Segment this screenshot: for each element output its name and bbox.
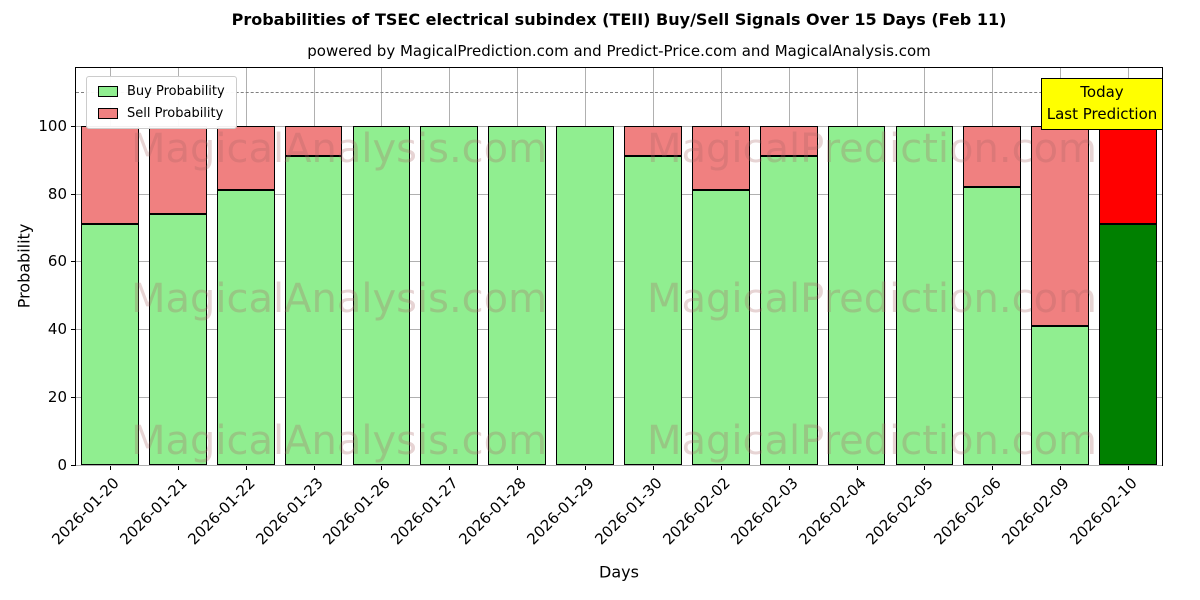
bar-buy-segment (488, 125, 547, 465)
horizontal-gridline (76, 329, 1162, 331)
y-tick-label: 60 (47, 252, 67, 271)
chart-subtitle: powered by MagicalPrediction.com and Pre… (307, 42, 931, 60)
bar-sell-segment (691, 125, 750, 191)
bar-buy-segment (691, 190, 750, 465)
threshold-dashed-line (76, 91, 1162, 93)
x-tick-mark (177, 466, 179, 470)
today-annotation-line2: Last Prediction (1046, 104, 1158, 123)
today-annotation-line1: Today (1080, 83, 1124, 101)
chart-title: Probabilities of TSEC electrical subinde… (231, 10, 1007, 29)
y-tick-mark (71, 125, 75, 127)
y-tick-mark (71, 397, 75, 399)
x-tick-mark (856, 466, 858, 470)
bar-buy-segment (352, 125, 411, 465)
horizontal-gridline (76, 261, 1162, 263)
bar-buy-segment (1031, 325, 1090, 465)
bar-sell-segment (148, 125, 207, 214)
horizontal-gridline (76, 125, 1162, 127)
x-axis-label: Days (599, 562, 639, 582)
bar-buy-segment (216, 190, 275, 465)
bar-sell-segment (216, 125, 275, 191)
today-annotation: Today Last Prediction (1041, 78, 1163, 130)
bar-sell-segment (759, 125, 818, 157)
bar-buy-segment (148, 213, 207, 465)
x-tick-mark (720, 466, 722, 470)
legend: Buy Probability Sell Probability (86, 76, 237, 129)
x-tick-mark (245, 466, 247, 470)
bar-sell-segment (1099, 125, 1157, 225)
legend-swatch (98, 86, 118, 97)
bar-buy-segment (759, 156, 818, 465)
bar-sell-segment (284, 125, 343, 157)
y-tick-mark (71, 465, 75, 466)
x-tick-mark (992, 466, 994, 470)
y-tick-mark (71, 193, 75, 195)
bar-buy-segment (1099, 224, 1157, 465)
bar-sell-segment (1031, 125, 1090, 326)
legend-swatch (98, 108, 118, 119)
x-tick-mark (381, 466, 383, 470)
bar-buy-segment (420, 125, 479, 465)
legend-item: Buy Probability (98, 84, 225, 99)
bar-buy-segment (895, 125, 954, 465)
bar-buy-segment (81, 224, 139, 465)
legend-label: Sell Probability (127, 106, 224, 121)
x-tick-mark (788, 466, 790, 470)
y-tick-label: 0 (57, 456, 67, 474)
bar-buy-segment (556, 125, 614, 465)
x-tick-mark (313, 466, 315, 470)
y-tick-mark (71, 329, 75, 331)
y-tick-label: 40 (47, 320, 67, 339)
bar-buy-segment (827, 125, 886, 465)
legend-item: Sell Probability (98, 106, 225, 121)
x-tick-mark (517, 466, 519, 470)
y-tick-mark (71, 261, 75, 263)
x-tick-mark (924, 466, 926, 470)
legend-label: Buy Probability (127, 84, 225, 99)
x-tick-mark (652, 466, 654, 470)
horizontal-gridline (76, 193, 1162, 195)
x-tick-mark (585, 466, 587, 470)
x-tick-mark (109, 466, 111, 470)
bar-sell-segment (624, 125, 682, 157)
horizontal-gridline (76, 465, 1162, 466)
y-tick-label: 80 (47, 184, 67, 203)
horizontal-gridline (76, 397, 1162, 399)
y-tick-label: 100 (38, 116, 67, 135)
x-tick-mark (1060, 466, 1062, 470)
plot-area: MagicalAnalysis.com MagicalPrediction.com… (75, 67, 1163, 466)
x-tick-mark (1128, 466, 1130, 470)
bar-sell-segment (963, 125, 1022, 187)
bar-sell-segment (81, 125, 139, 225)
bar-buy-segment (624, 156, 682, 465)
bar-buy-segment (963, 186, 1022, 465)
y-tick-label: 20 (47, 388, 67, 407)
x-tick-mark (449, 466, 451, 470)
bar-buy-segment (284, 156, 343, 465)
